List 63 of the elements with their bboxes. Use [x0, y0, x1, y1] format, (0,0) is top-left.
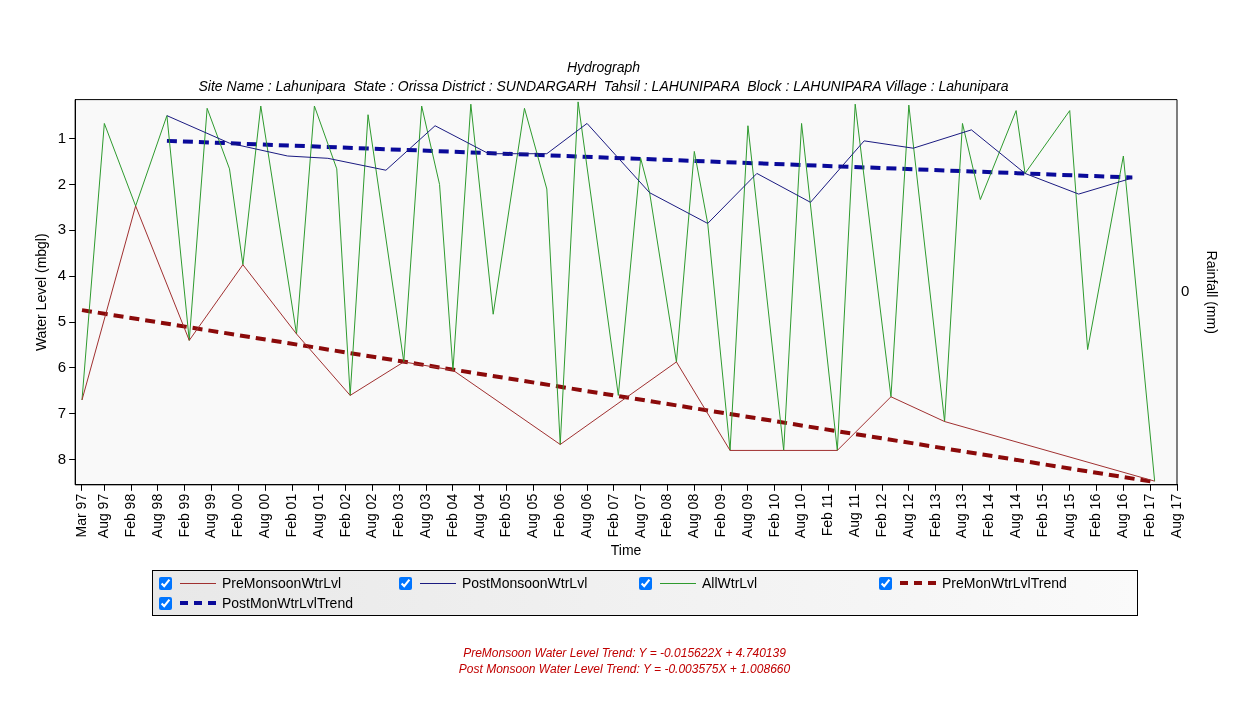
- text: Post Monsoon Water Level Trend: Y = -0.003575X + 1.008660: [457, 661, 792, 677]
- x-tick-label: Mar 97: [72, 493, 89, 538]
- x-tick-label: Aug 13: [953, 493, 970, 539]
- text: 0: [1181, 282, 1190, 300]
- x-tick-label: Aug 15: [1060, 493, 1077, 539]
- x-tick-label: Aug 04: [470, 493, 487, 539]
- x-tick-label: Aug 98: [148, 493, 165, 539]
- x-tick-label: Aug 17: [1167, 493, 1184, 539]
- legend-label: AllWtrLvl: [702, 575, 758, 591]
- x-tick-label: Feb 10: [765, 493, 782, 538]
- x-tick-label: Feb 04: [443, 493, 460, 538]
- x-tick-label: Feb 00: [229, 493, 246, 538]
- x-tick-label: Feb 17: [1141, 493, 1158, 538]
- legend-label: PreMonsoonWtrLvl: [222, 575, 342, 591]
- legend-label: PostMonsoonWtrLvl: [462, 575, 588, 591]
- x-tick-label: Aug 14: [1006, 493, 1023, 539]
- x-tick-label: Aug 00: [256, 493, 273, 539]
- x-tick-label: Feb 02: [336, 493, 353, 538]
- x-tick-label: Feb 06: [551, 493, 568, 538]
- x-tick-label: Aug 01: [309, 493, 326, 539]
- y-tick-label: 5: [57, 312, 67, 330]
- x-tick-label: Feb 01: [282, 493, 299, 538]
- x-tick-label: Feb 07: [604, 493, 621, 538]
- x-tick-label: Feb 08: [658, 493, 675, 538]
- x-tick-label: Aug 09: [738, 493, 755, 539]
- x-tick-label: Feb 98: [122, 493, 139, 538]
- x-tick-label: Feb 12: [872, 493, 889, 538]
- x-tick-label: Aug 02: [363, 493, 380, 539]
- y-tick-label: 8: [57, 449, 67, 467]
- x-tick-label: Aug 12: [899, 493, 916, 539]
- y-tick-label: 3: [57, 220, 67, 238]
- x-tick-label: Feb 09: [711, 493, 728, 538]
- chart-subtitle: Site Name : Lahunipara State : Orissa District : SUNDARGARH Tahsil : LAHUNIPARA Block : LAHUNIPARA Village : Lahunipara: [198, 78, 1009, 95]
- x-tick-label: Aug 08: [685, 493, 702, 539]
- x-tick-label: Aug 11: [846, 493, 863, 538]
- x-tick-label: Feb 13: [926, 493, 943, 538]
- x-tick-label: Feb 05: [497, 493, 514, 538]
- x-tick-label: Feb 15: [1033, 493, 1050, 538]
- y-tick-label: 2: [57, 174, 67, 192]
- x-tick-label: Feb 99: [175, 493, 192, 538]
- text: PreMonsoon Water Level Trend: Y = -0.015622X + 4.740139: [462, 645, 787, 661]
- chart-title: Hydrograph: [566, 59, 641, 76]
- x-tick-label: Feb 16: [1087, 493, 1104, 538]
- x-tick-label: Feb 11: [819, 493, 836, 537]
- x-tick-label: Aug 03: [417, 493, 433, 539]
- x-tick-label: Aug 06: [577, 493, 594, 539]
- y-axis-title: Water Level (mbgl): [33, 233, 50, 352]
- x-tick-label: Aug 07: [631, 493, 648, 539]
- y-tick-label: 1: [57, 128, 67, 146]
- x-tick-label: Aug 97: [95, 493, 112, 539]
- legend-label: PostMonWtrLvlTrend: [222, 595, 353, 611]
- y2-axis-title: Rainfall (mm): [1204, 250, 1221, 334]
- x-tick-label: Feb 03: [390, 493, 407, 538]
- x-tick-label: Feb 14: [980, 493, 997, 538]
- x-tick-label: Aug 99: [202, 493, 219, 539]
- x-tick-label: Aug 16: [1114, 493, 1131, 539]
- y-tick-label: 4: [57, 266, 67, 284]
- x-tick-label: Aug 10: [792, 493, 809, 539]
- legend-label: PreMonWtrLvlTrend: [942, 575, 1067, 591]
- y-tick-label: 7: [57, 403, 67, 421]
- x-tick-label: Aug 05: [524, 493, 541, 539]
- y-tick-label: 6: [57, 358, 67, 376]
- x-axis-title: Time: [610, 542, 642, 559]
